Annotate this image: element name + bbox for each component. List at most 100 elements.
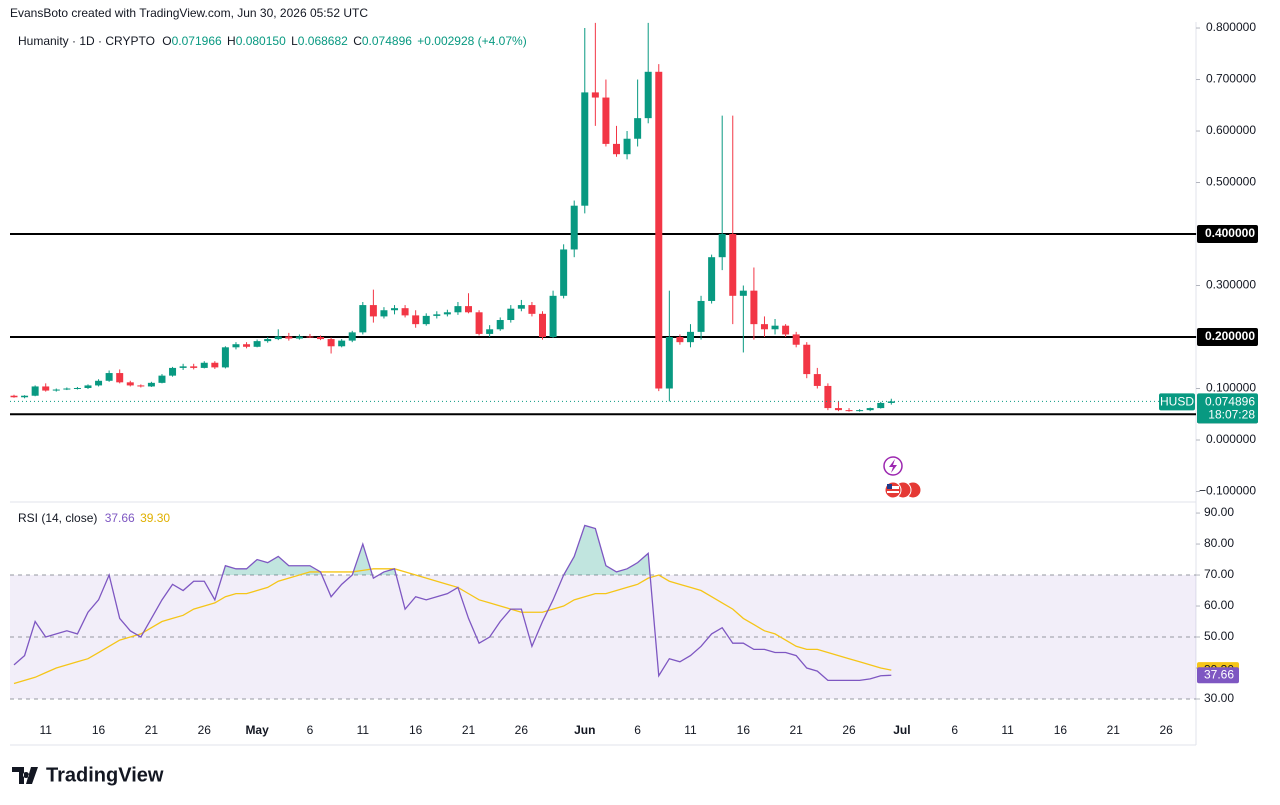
candle-body bbox=[63, 388, 71, 390]
candle-body bbox=[866, 408, 874, 411]
open-value: 0.071966 bbox=[172, 34, 222, 48]
candle-body bbox=[274, 336, 282, 340]
rsi-y-tick-label: 90.00 bbox=[1204, 505, 1234, 519]
candle-body bbox=[211, 362, 219, 368]
x-tick-label: 11 bbox=[1001, 723, 1014, 737]
candle-body bbox=[507, 308, 515, 321]
x-tick-label: 21 bbox=[1107, 723, 1121, 737]
x-tick-label: Jun bbox=[574, 723, 595, 737]
candle-body bbox=[116, 373, 124, 383]
x-tick-label: 11 bbox=[39, 723, 52, 737]
rsi-y-tick-label: 50.00 bbox=[1204, 629, 1234, 643]
candle-body bbox=[591, 92, 599, 98]
y-tick-label: 0.300000 bbox=[1206, 278, 1256, 292]
candle-body bbox=[750, 290, 758, 325]
candle-body bbox=[718, 234, 726, 258]
candle-body bbox=[539, 313, 546, 338]
candle-body bbox=[232, 344, 240, 348]
candle-body bbox=[697, 300, 705, 332]
price-tag-value: 0.074896 bbox=[1205, 395, 1255, 409]
x-tick-label: Jul bbox=[893, 723, 910, 737]
candle-body bbox=[348, 332, 356, 341]
level-label: 0.400000 bbox=[1205, 226, 1255, 240]
high-value: 0.080150 bbox=[236, 34, 286, 48]
candle-body bbox=[369, 305, 377, 317]
candle-body bbox=[42, 386, 50, 391]
candle-body bbox=[729, 234, 737, 296]
candle-body bbox=[338, 340, 346, 347]
level-label: 0.200000 bbox=[1205, 329, 1255, 343]
candle-body bbox=[676, 337, 684, 343]
candle-body bbox=[834, 408, 842, 411]
x-tick-label: 21 bbox=[462, 723, 476, 737]
candle-body bbox=[792, 334, 800, 345]
candle-body bbox=[327, 339, 335, 347]
candle-body bbox=[443, 312, 451, 315]
x-tick-label: 16 bbox=[1054, 723, 1068, 737]
candle-body bbox=[560, 249, 568, 296]
candle-body bbox=[623, 138, 631, 155]
candle-body bbox=[813, 374, 821, 386]
candle-body bbox=[295, 336, 303, 339]
candle-body bbox=[665, 337, 673, 389]
low-value: 0.068682 bbox=[298, 34, 348, 48]
high-key: H bbox=[227, 34, 236, 48]
header: EvansBoto created with TradingView.com, … bbox=[10, 6, 368, 20]
candle-body bbox=[285, 336, 293, 339]
rsi-ma-line bbox=[13, 568, 892, 685]
rsi-y-tick-label: 80.00 bbox=[1204, 536, 1234, 550]
candle-body bbox=[612, 143, 620, 155]
level-label-box bbox=[1197, 328, 1258, 347]
x-tick-label: 11 bbox=[357, 723, 370, 737]
candle-body bbox=[73, 387, 81, 389]
open-key: O bbox=[162, 34, 171, 48]
candle-body bbox=[475, 312, 483, 334]
price-tag-box bbox=[1197, 393, 1258, 424]
x-tick-label: 16 bbox=[409, 723, 423, 737]
close-key: C bbox=[353, 34, 362, 48]
logo: TradingView bbox=[12, 764, 164, 786]
change: +0.002928 (+4.07%) bbox=[417, 34, 526, 48]
rsi-value-label: 37.66 bbox=[1204, 667, 1234, 681]
x-tick-label: 21 bbox=[790, 723, 804, 737]
x-tick-label: 6 bbox=[634, 723, 641, 737]
rsi-legend: RSI (14, close) 37.66 39.30 bbox=[18, 511, 170, 525]
y-tick-label: −0.100000 bbox=[1199, 484, 1256, 498]
candle-body bbox=[708, 257, 716, 301]
candle-body bbox=[655, 71, 663, 389]
x-tick-label: 6 bbox=[307, 723, 314, 737]
candle-body bbox=[253, 341, 261, 347]
legend: Humanity · 1D · CRYPTO O0.071966 H0.0801… bbox=[18, 34, 527, 48]
y-tick-label: 0.500000 bbox=[1206, 175, 1256, 189]
candle-body bbox=[147, 382, 155, 387]
candle-body bbox=[105, 373, 113, 381]
candle-body bbox=[179, 366, 187, 368]
x-tick-label: 26 bbox=[842, 723, 856, 737]
candle-body bbox=[856, 410, 864, 412]
candle-body bbox=[760, 324, 768, 330]
candle-body bbox=[803, 344, 811, 375]
candle-body bbox=[52, 389, 60, 391]
lightning-glyph bbox=[889, 459, 897, 473]
candle-body bbox=[422, 315, 430, 325]
close-value: 0.074896 bbox=[362, 34, 412, 48]
y-tick-label: 0.100000 bbox=[1206, 381, 1256, 395]
y-tick-label: 0.800000 bbox=[1206, 20, 1256, 34]
candle-body bbox=[95, 380, 103, 386]
candle-body bbox=[877, 402, 885, 409]
logo-text: TradingView bbox=[46, 764, 164, 786]
candle-body bbox=[496, 320, 504, 330]
x-tick-label: 21 bbox=[145, 723, 159, 737]
candle-body bbox=[433, 314, 441, 316]
flag-stripe bbox=[887, 491, 899, 493]
candle-body bbox=[782, 325, 790, 335]
candle-body bbox=[570, 205, 578, 250]
x-tick-label: 6 bbox=[951, 723, 958, 737]
x-tick-label: 26 bbox=[515, 723, 529, 737]
x-tick-label: May bbox=[245, 723, 269, 737]
x-tick-label: 26 bbox=[1159, 723, 1173, 737]
event-icons bbox=[883, 456, 922, 499]
y-tick-label: 0.600000 bbox=[1206, 123, 1256, 137]
price-tag-countdown: 18:07:28 bbox=[1208, 408, 1255, 422]
candle-body bbox=[401, 308, 409, 316]
